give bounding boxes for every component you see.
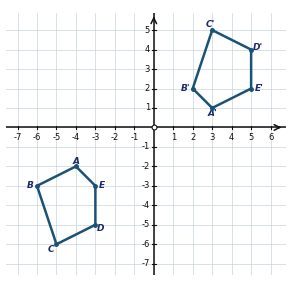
Text: -3: -3 (91, 133, 100, 142)
Text: -5: -5 (52, 133, 60, 142)
Text: -2: -2 (111, 133, 119, 142)
Text: 3: 3 (145, 65, 150, 73)
Text: A': A' (207, 109, 217, 118)
Text: 1: 1 (171, 133, 176, 142)
Text: C': C' (206, 20, 215, 29)
Text: 1: 1 (145, 103, 150, 113)
Text: -6: -6 (33, 133, 41, 142)
Text: D': D' (253, 43, 263, 52)
Text: 4: 4 (145, 45, 150, 54)
Text: 2: 2 (145, 84, 150, 93)
Text: B: B (27, 181, 34, 190)
Text: -5: -5 (142, 220, 150, 229)
Text: 4: 4 (229, 133, 234, 142)
Text: E: E (99, 181, 105, 190)
Text: -7: -7 (13, 133, 22, 142)
Text: E': E' (254, 84, 263, 93)
Text: 3: 3 (209, 133, 215, 142)
Text: 5: 5 (248, 133, 254, 142)
Text: -7: -7 (142, 259, 150, 268)
Text: 2: 2 (190, 133, 195, 142)
Text: -4: -4 (72, 133, 80, 142)
Text: C: C (47, 245, 54, 254)
Text: -3: -3 (142, 181, 150, 190)
Text: -4: -4 (142, 201, 150, 210)
Text: D: D (96, 224, 104, 233)
Text: -2: -2 (142, 162, 150, 171)
Text: -6: -6 (142, 240, 150, 249)
Text: -1: -1 (142, 143, 150, 151)
Text: 5: 5 (145, 26, 150, 35)
Text: -1: -1 (130, 133, 138, 142)
Text: A: A (72, 157, 79, 166)
Text: B': B' (180, 84, 190, 93)
Text: 6: 6 (268, 133, 273, 142)
